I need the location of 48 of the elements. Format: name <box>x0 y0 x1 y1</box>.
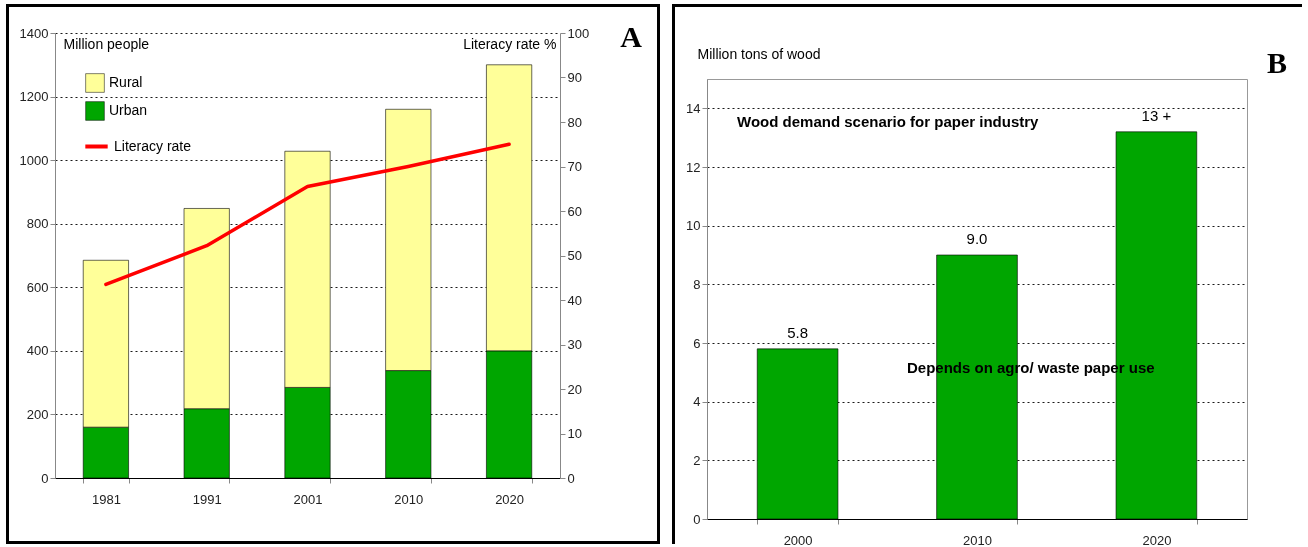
y-tick-label: 800 <box>26 216 49 232</box>
x-tick-label: 1991 <box>192 491 222 507</box>
y-tick-label: 200 <box>26 406 49 422</box>
text: A <box>620 20 643 53</box>
text: B <box>1266 46 1287 79</box>
y2-tick-label: 60 <box>567 203 582 219</box>
y2-tick-label: 10 <box>567 426 582 441</box>
x-tick-label: 2020 <box>495 491 525 507</box>
legend-label: Rural <box>109 74 143 90</box>
x-tick-label: 2001 <box>293 491 323 507</box>
y-tick-label: 0 <box>693 511 701 527</box>
line-series <box>104 142 511 287</box>
y-tick-label: 400 <box>26 343 49 359</box>
x-tick-label: 1981 <box>91 491 121 507</box>
x-tick-label: 2020 <box>1142 532 1172 547</box>
y2-tick-label: 30 <box>567 337 582 352</box>
data-label: 5.8 <box>787 323 809 341</box>
y2-tick-label: 50 <box>567 248 582 263</box>
y-tick-label: 10 <box>686 218 701 234</box>
legend-label: Literacy rate <box>114 137 192 154</box>
y-tick-label: 0 <box>41 470 49 486</box>
legend-label: Urban <box>109 102 148 118</box>
y-tick-label: 6 <box>693 335 701 351</box>
y-tick-label: 600 <box>26 279 49 295</box>
y2-tick-label: 20 <box>567 381 582 397</box>
y2-tick-label: 80 <box>567 114 582 130</box>
y-tick-label: 1200 <box>19 89 49 105</box>
y-tick-label: 1000 <box>19 152 49 168</box>
data-label: 13 + <box>1141 106 1172 124</box>
y-axis-title: Million people <box>63 35 150 52</box>
data-label: 9.0 <box>966 230 988 247</box>
y-tick-label: 14 <box>686 100 701 116</box>
y-tick-label: 12 <box>686 159 701 175</box>
y-tick-label: 2 <box>693 452 701 468</box>
annotation: Wood demand scenario for paper industry <box>737 113 1040 130</box>
y-tick-label: 4 <box>693 394 701 410</box>
y2-tick-label: 70 <box>567 159 582 174</box>
x-tick-label: 2010 <box>394 491 424 507</box>
y2-tick-label: 90 <box>567 70 582 85</box>
y-tick-label: 8 <box>693 276 701 292</box>
x-tick-label: 2010 <box>963 532 992 547</box>
y2-tick-label: 40 <box>567 292 582 308</box>
y-tick-label: 1400 <box>19 25 49 41</box>
y-axis-title: Million tons of wood <box>697 45 821 62</box>
x-tick-label: 2000 <box>783 532 813 547</box>
y2-axis-title: Literacy rate % <box>463 35 557 52</box>
y2-tick-label: 100 <box>567 25 590 41</box>
y2-tick-label: 0 <box>567 470 575 486</box>
